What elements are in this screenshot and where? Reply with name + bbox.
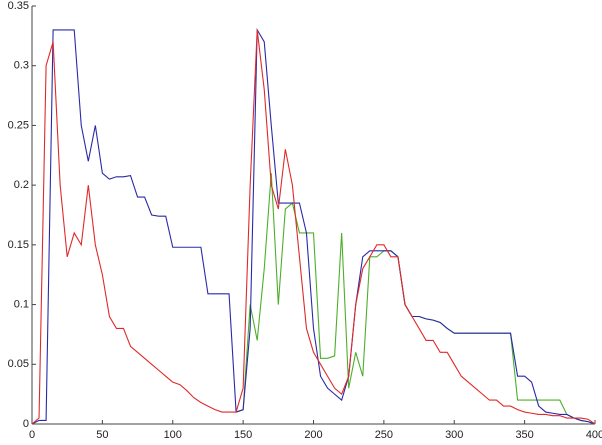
x-tick-label: 200: [304, 429, 322, 441]
y-tick-label: 0: [23, 418, 29, 430]
y-tick-label: 0.05: [8, 358, 29, 370]
y-tick-label: 0.25: [8, 119, 29, 131]
y-tick-label: 0.2: [14, 179, 29, 191]
line: [31, 29, 596, 425]
y-tick-label: 0.15: [8, 239, 29, 251]
x-tick-label: 150: [234, 429, 252, 441]
y-tick-label: 0.1: [14, 298, 29, 310]
x-tick-label: 350: [515, 429, 533, 441]
y-tick-label: 0.35: [8, 0, 29, 12]
y-tick-label: 0.3: [14, 60, 29, 72]
x-tick-label: 0: [29, 429, 35, 441]
line: [31, 27, 596, 425]
x-tick-label: 400: [586, 429, 602, 441]
line: [235, 173, 596, 425]
x-tick-label: 250: [375, 429, 393, 441]
x-tick-label: 50: [96, 429, 108, 441]
x-tick-label: 300: [445, 429, 463, 441]
x-tick-label: 100: [164, 429, 182, 441]
